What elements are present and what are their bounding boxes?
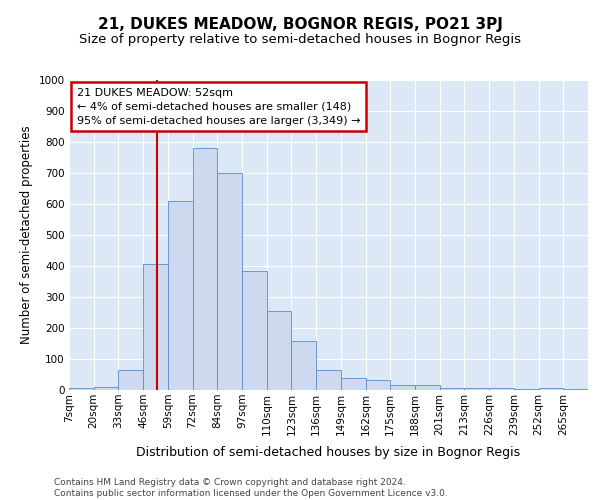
Bar bbox=[143, 264, 168, 390]
Y-axis label: Number of semi-detached properties: Number of semi-detached properties bbox=[20, 126, 33, 344]
Bar bbox=[390, 386, 415, 390]
Text: 21 DUKES MEADOW: 52sqm
← 4% of semi-detached houses are smaller (148)
95% of sem: 21 DUKES MEADOW: 52sqm ← 4% of semi-deta… bbox=[77, 88, 360, 126]
Bar bbox=[489, 388, 514, 390]
Bar bbox=[118, 370, 143, 390]
Text: 21, DUKES MEADOW, BOGNOR REGIS, PO21 3PJ: 21, DUKES MEADOW, BOGNOR REGIS, PO21 3PJ bbox=[98, 18, 502, 32]
Bar bbox=[365, 380, 390, 390]
Bar bbox=[415, 386, 440, 390]
Bar bbox=[242, 270, 267, 390]
Text: Size of property relative to semi-detached houses in Bognor Regis: Size of property relative to semi-detach… bbox=[79, 32, 521, 46]
Bar bbox=[193, 148, 217, 390]
Bar bbox=[292, 341, 316, 390]
Bar bbox=[464, 388, 489, 390]
Bar bbox=[539, 388, 563, 390]
X-axis label: Distribution of semi-detached houses by size in Bognor Regis: Distribution of semi-detached houses by … bbox=[136, 446, 521, 459]
Bar bbox=[168, 201, 193, 390]
Bar bbox=[440, 388, 464, 390]
Bar bbox=[69, 388, 94, 390]
Text: Contains HM Land Registry data © Crown copyright and database right 2024.
Contai: Contains HM Land Registry data © Crown c… bbox=[54, 478, 448, 498]
Bar bbox=[94, 387, 118, 390]
Bar bbox=[267, 311, 292, 390]
Bar bbox=[316, 370, 341, 390]
Bar bbox=[341, 378, 365, 390]
Bar bbox=[217, 173, 242, 390]
